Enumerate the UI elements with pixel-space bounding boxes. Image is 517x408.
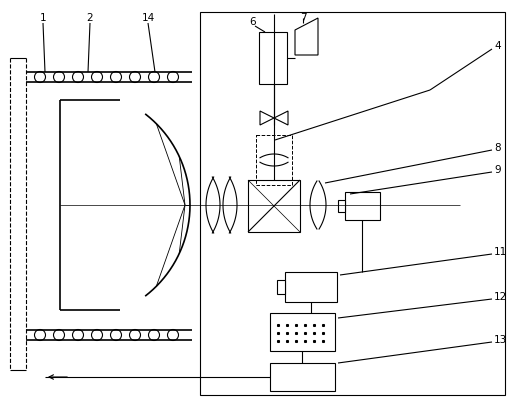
Text: 9: 9: [494, 165, 500, 175]
Bar: [256, 135, 292, 185]
Bar: [277, 280, 285, 294]
Bar: [285, 272, 337, 302]
Text: 6: 6: [250, 17, 256, 27]
Text: 1: 1: [40, 13, 47, 23]
Text: 11: 11: [494, 247, 507, 257]
Text: 14: 14: [141, 13, 155, 23]
Bar: [270, 313, 335, 351]
Bar: [338, 200, 345, 212]
Text: 13: 13: [494, 335, 507, 345]
Text: 4: 4: [494, 41, 500, 51]
Bar: [345, 192, 380, 220]
Text: 8: 8: [494, 143, 500, 153]
Text: 12: 12: [494, 292, 507, 302]
Text: 2: 2: [87, 13, 93, 23]
Bar: [200, 12, 505, 395]
Text: 7: 7: [300, 13, 306, 23]
Bar: [248, 180, 300, 232]
Bar: [270, 363, 335, 391]
Bar: [259, 32, 287, 84]
